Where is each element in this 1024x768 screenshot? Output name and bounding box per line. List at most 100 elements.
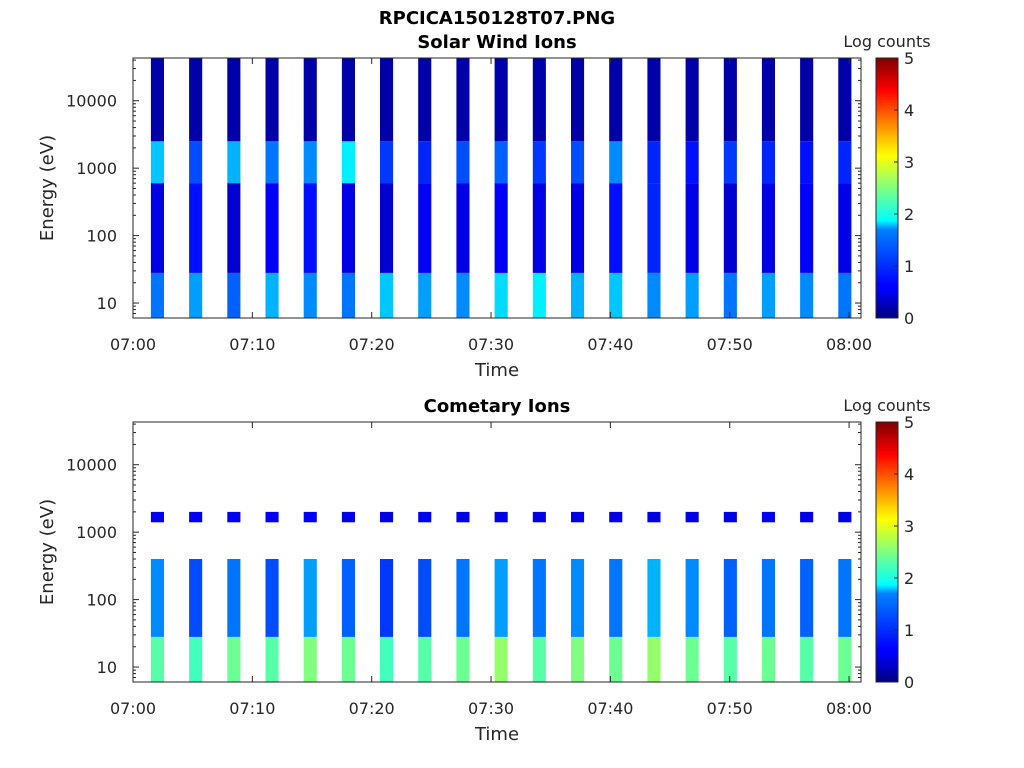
- colorbar-tick-label: 0: [904, 673, 914, 692]
- heatmap-cell: [838, 511, 852, 523]
- heatmap-cell: [761, 559, 775, 637]
- heatmap-cell: [685, 141, 699, 184]
- heatmap-cell: [571, 636, 585, 682]
- heatmap-cell: [150, 183, 164, 273]
- heatmap-cell: [456, 636, 470, 682]
- x-tick-label: 07:20: [349, 335, 395, 354]
- heatmap-cell: [418, 183, 432, 273]
- cometary-x-ticks: 07:00 07:10 07:20 07:30 07:40 07:50 08:00: [110, 422, 872, 718]
- heatmap-cell: [303, 141, 317, 184]
- heatmap-cell: [494, 272, 508, 318]
- cometary-colorbar-ticks: 0 1 2 3 4 5: [894, 413, 914, 692]
- figure-title: RPCICA150128T07.PNG: [379, 8, 615, 29]
- heatmap-cell: [800, 141, 814, 184]
- heatmap-cell: [189, 58, 203, 142]
- heatmap-cell: [341, 141, 355, 184]
- cometary-colorbar-label: Log counts: [843, 396, 930, 415]
- colorbar-tick-label: 3: [904, 517, 914, 536]
- heatmap-cell: [265, 141, 279, 184]
- heatmap-cell: [265, 559, 279, 637]
- heatmap-cell: [838, 559, 852, 637]
- heatmap-cell: [838, 272, 852, 318]
- heatmap-cell: [723, 511, 737, 523]
- heatmap-cell: [418, 58, 432, 142]
- heatmap-cell: [647, 141, 661, 184]
- heatmap-cell: [380, 559, 394, 637]
- x-tick-label: 07:10: [229, 335, 275, 354]
- cometary-y-ticks: 10 100 1000 10000: [66, 423, 861, 683]
- x-tick-label: 08:00: [826, 335, 872, 354]
- heatmap-cell: [303, 272, 317, 318]
- heatmap-cell: [265, 272, 279, 318]
- solar-wind-heatmap: [150, 58, 852, 318]
- heatmap-cell: [800, 58, 814, 142]
- heatmap-cell: [341, 183, 355, 273]
- heatmap-cell: [380, 272, 394, 318]
- solar-wind-x-ticks: 07:00 07:10 07:20 07:30 07:40 07:50 08:00: [110, 58, 872, 354]
- solar-wind-colorbar-label: Log counts: [843, 32, 930, 51]
- heatmap-cell: [532, 511, 546, 523]
- heatmap-cell: [341, 559, 355, 637]
- solar-wind-colorbar: [875, 57, 899, 319]
- heatmap-cell: [303, 636, 317, 682]
- heatmap-cell: [380, 183, 394, 273]
- heatmap-cell: [494, 141, 508, 184]
- heatmap-cell: [723, 272, 737, 318]
- x-tick-label: 07:40: [587, 335, 633, 354]
- heatmap-cell: [189, 636, 203, 682]
- heatmap-cell: [800, 636, 814, 682]
- x-tick-label: 07:00: [110, 335, 156, 354]
- heatmap-cell: [685, 636, 699, 682]
- heatmap-cell: [227, 511, 241, 523]
- heatmap-cell: [418, 559, 432, 637]
- heatmap-cell: [685, 559, 699, 637]
- heatmap-cell: [341, 511, 355, 523]
- heatmap-cell: [189, 141, 203, 184]
- heatmap-cell: [723, 559, 737, 637]
- colorbar-tick-label: 2: [904, 205, 914, 224]
- x-tick-label: 07:30: [468, 699, 514, 718]
- heatmap-cell: [723, 636, 737, 682]
- heatmap-cell: [571, 559, 585, 637]
- heatmap-cell: [150, 559, 164, 637]
- colorbar-tick-label: 0: [904, 309, 914, 328]
- heatmap-cell: [303, 183, 317, 273]
- heatmap-cell: [150, 511, 164, 523]
- heatmap-cell: [380, 511, 394, 523]
- heatmap-cell: [227, 183, 241, 273]
- y-tick-label: 100: [86, 591, 117, 610]
- heatmap-cell: [418, 636, 432, 682]
- heatmap-cell: [647, 636, 661, 682]
- heatmap-cell: [227, 636, 241, 682]
- heatmap-cell: [800, 559, 814, 637]
- heatmap-cell: [265, 183, 279, 273]
- heatmap-cell: [303, 511, 317, 523]
- heatmap-cell: [532, 58, 546, 142]
- x-tick-label: 07:20: [349, 699, 395, 718]
- solar-wind-y-label: Energy (eV): [37, 135, 58, 241]
- x-tick-label: 07:30: [468, 335, 514, 354]
- heatmap-cell: [761, 183, 775, 273]
- heatmap-cell: [647, 272, 661, 318]
- heatmap-cell: [341, 58, 355, 142]
- heatmap-cell: [761, 141, 775, 184]
- heatmap-cell: [685, 183, 699, 273]
- colorbar-tick-label: 5: [904, 413, 914, 432]
- heatmap-cell: [723, 183, 737, 273]
- heatmap-cell: [189, 511, 203, 523]
- y-tick-label: 10000: [66, 92, 117, 111]
- heatmap-cell: [303, 559, 317, 637]
- heatmap-cell: [609, 183, 623, 273]
- heatmap-cell: [227, 559, 241, 637]
- heatmap-cell: [456, 58, 470, 142]
- heatmap-cell: [341, 272, 355, 318]
- heatmap-cell: [761, 636, 775, 682]
- heatmap-cell: [494, 183, 508, 273]
- heatmap-cell: [532, 183, 546, 273]
- colorbar-tick-label: 3: [904, 153, 914, 172]
- heatmap-cell: [380, 58, 394, 142]
- heatmap-cell: [494, 559, 508, 637]
- heatmap-cell: [761, 511, 775, 523]
